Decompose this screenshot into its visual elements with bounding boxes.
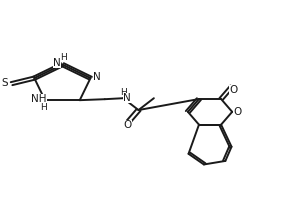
- Text: N: N: [92, 72, 100, 82]
- Text: H: H: [60, 53, 67, 62]
- Text: H: H: [120, 88, 127, 97]
- Text: O: O: [229, 85, 237, 95]
- Text: N: N: [123, 93, 130, 103]
- Text: O: O: [124, 120, 132, 130]
- Text: O: O: [233, 107, 242, 117]
- Text: S: S: [2, 78, 8, 88]
- Text: H: H: [40, 103, 47, 112]
- Text: N: N: [53, 58, 61, 68]
- Text: NH: NH: [32, 94, 47, 104]
